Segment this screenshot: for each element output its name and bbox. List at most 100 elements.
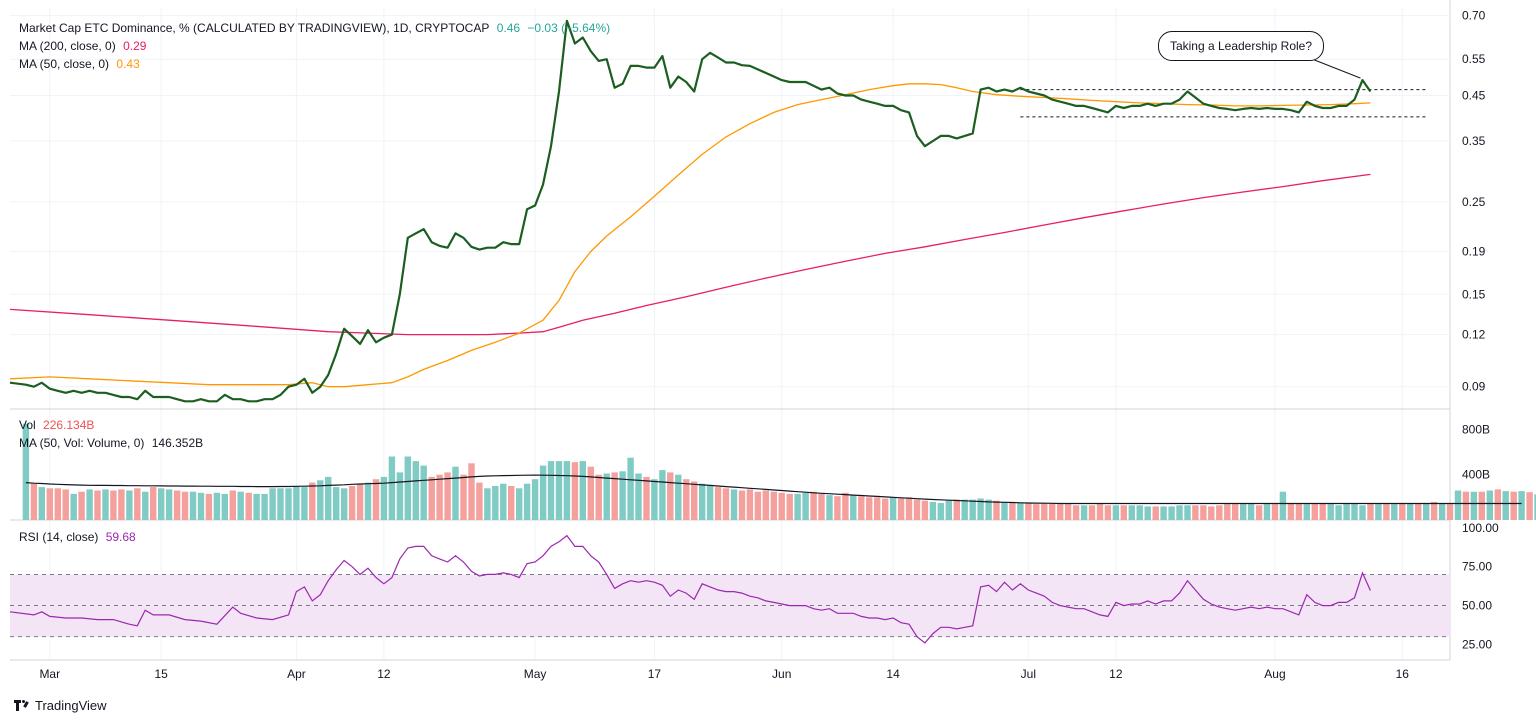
volume-bar bbox=[1255, 505, 1263, 520]
volume-bar bbox=[937, 503, 944, 520]
volume-bar bbox=[1327, 504, 1334, 520]
volume-bar bbox=[1279, 491, 1287, 520]
volume-bar bbox=[866, 497, 873, 520]
volume-bar bbox=[253, 493, 260, 520]
volume-ma-legend-row: MA (50, Vol: Volume, 0) 146.352B bbox=[19, 434, 207, 452]
volume-bar bbox=[969, 499, 976, 520]
volume-bar bbox=[1216, 505, 1223, 520]
ma50-legend-row: MA (50, close, 0) 0.43 bbox=[19, 55, 614, 73]
volume-bar bbox=[1263, 504, 1271, 520]
time-axis-tick-label: 17 bbox=[648, 667, 662, 681]
volume-bar bbox=[1152, 506, 1159, 520]
volume-bar bbox=[1335, 505, 1342, 520]
volume-bar bbox=[293, 486, 300, 520]
volume-bar bbox=[452, 466, 459, 520]
ma200-label: MA (200, close, 0) bbox=[19, 39, 116, 53]
volume-bar bbox=[444, 472, 451, 520]
annotation-text: Taking a Leadership Role? bbox=[1169, 39, 1313, 53]
volume-bar bbox=[539, 465, 547, 520]
volume-bar bbox=[961, 499, 968, 520]
volume-bar bbox=[913, 499, 921, 520]
volume-axis-tick-label: 400B bbox=[1462, 468, 1490, 482]
price-axis-tick-label: 0.09 bbox=[1462, 380, 1486, 394]
volume-bar bbox=[1470, 491, 1478, 520]
ma200-legend-row: MA (200, close, 0) 0.29 bbox=[19, 37, 614, 55]
volume-bar bbox=[1144, 506, 1151, 520]
volume-bar bbox=[1096, 504, 1104, 520]
volume-bar bbox=[1383, 504, 1390, 520]
volume-bar bbox=[134, 488, 141, 520]
volume-bar bbox=[500, 483, 507, 520]
price-axis-tick-label: 0.70 bbox=[1462, 9, 1486, 23]
plot-background bbox=[10, 8, 1450, 660]
rsi-axis-tick-label: 75.00 bbox=[1462, 560, 1492, 574]
volume-bar bbox=[110, 490, 117, 520]
volume-bar bbox=[277, 488, 284, 520]
rsi-line bbox=[9, 534, 1371, 644]
volume-bar bbox=[420, 465, 427, 520]
volume-bar bbox=[325, 476, 332, 520]
volume-ma-line bbox=[25, 474, 1522, 505]
volume-bar bbox=[1136, 505, 1143, 520]
volume-bar bbox=[1502, 491, 1509, 520]
volume-bar bbox=[595, 474, 602, 520]
volume-bar bbox=[380, 476, 388, 520]
volume-bar bbox=[858, 496, 865, 520]
volume-bar bbox=[1311, 504, 1318, 520]
volume-bar bbox=[826, 495, 833, 520]
volume-bar bbox=[1399, 503, 1406, 520]
volume-bar bbox=[953, 499, 960, 520]
volume-bar bbox=[555, 461, 563, 520]
rsi-label: RSI (14, close) bbox=[19, 530, 99, 544]
volume-bar bbox=[1454, 490, 1462, 520]
volume-bar bbox=[714, 487, 722, 520]
volume-bar bbox=[1192, 505, 1199, 520]
rsi-axis-tick-label: 25.00 bbox=[1462, 637, 1492, 651]
volume-bar bbox=[746, 489, 754, 520]
tradingview-logo-icon bbox=[14, 699, 30, 712]
volume-bar bbox=[834, 496, 841, 520]
volume-value: 226.134B bbox=[43, 418, 95, 432]
volume-bar bbox=[436, 474, 443, 520]
volume-bar bbox=[173, 490, 181, 520]
volume-bar bbox=[1430, 501, 1438, 520]
volume-bar bbox=[905, 497, 913, 520]
time-axis-tick-label: 12 bbox=[1109, 667, 1123, 681]
symbol-title: Market Cap ETC Dominance, % (CALCULATED … bbox=[19, 21, 490, 35]
volume-bar bbox=[754, 491, 762, 520]
price-axis-tick-label: 0.55 bbox=[1462, 52, 1486, 66]
volume-bar bbox=[1128, 505, 1135, 520]
volume-bar bbox=[1319, 503, 1326, 520]
volume-bar bbox=[691, 481, 698, 520]
volume-bar bbox=[1208, 506, 1215, 520]
volume-bar bbox=[563, 461, 571, 520]
volume-bar bbox=[30, 483, 38, 520]
volume-bar bbox=[142, 491, 149, 520]
volume-bar bbox=[1303, 504, 1310, 520]
volume-bar bbox=[1184, 505, 1191, 520]
volume-bar bbox=[1072, 505, 1080, 520]
volume-bar bbox=[1518, 491, 1525, 520]
volume-bar bbox=[1176, 505, 1183, 520]
volume-bar bbox=[945, 500, 952, 520]
volume-bar bbox=[165, 489, 173, 520]
volume-bar bbox=[722, 488, 730, 520]
volume-bar bbox=[659, 470, 666, 520]
volume-bar bbox=[492, 486, 499, 520]
annotation-callout[interactable]: Taking a Leadership Role? bbox=[1158, 31, 1324, 61]
price-axis-tick-label: 0.12 bbox=[1462, 328, 1486, 342]
volume-bar bbox=[611, 472, 618, 520]
volume-bar bbox=[516, 488, 523, 520]
volume-bar bbox=[1168, 506, 1175, 520]
volume-bar bbox=[1104, 505, 1112, 520]
volume-bar bbox=[1375, 504, 1382, 520]
volume-bar bbox=[388, 456, 396, 520]
volume-bar bbox=[635, 473, 642, 520]
volume-bar bbox=[882, 498, 889, 520]
volume-bar bbox=[412, 461, 419, 520]
price-axis-tick-label: 0.35 bbox=[1462, 134, 1486, 148]
volume-label: Vol bbox=[19, 418, 36, 432]
volume-bar bbox=[1041, 503, 1048, 520]
tradingview-brand[interactable]: TradingView bbox=[14, 698, 107, 713]
